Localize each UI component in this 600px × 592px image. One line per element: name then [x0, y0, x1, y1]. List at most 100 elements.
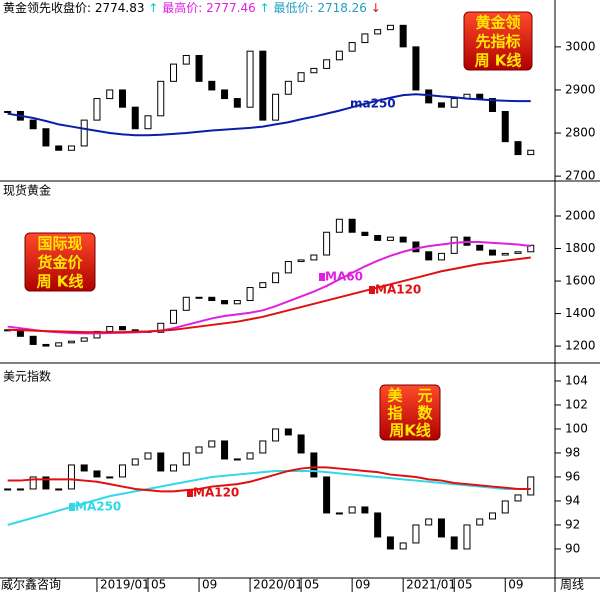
candle: [246, 452, 254, 460]
candle: [348, 218, 356, 233]
legend-swatch: [187, 489, 193, 497]
candle: [157, 80, 165, 117]
candle: [131, 106, 139, 130]
candle: [361, 33, 369, 44]
candle: [399, 542, 407, 550]
candle: [412, 46, 420, 91]
candle: [386, 24, 394, 31]
candle: [310, 452, 318, 478]
candle: [221, 89, 229, 100]
candle: [55, 488, 63, 491]
y-tick-label: 2000: [565, 209, 596, 223]
candle: [144, 452, 152, 460]
candle: [233, 300, 241, 305]
candle: [284, 261, 292, 274]
series-label: MA60: [325, 270, 363, 284]
candle: [272, 93, 280, 121]
label-box-line: 指 数: [387, 404, 433, 422]
x-tick-label: 09: [355, 578, 370, 592]
y-tick-label: 2900: [565, 82, 596, 96]
candle: [374, 29, 382, 35]
label-box-line: 周 K线: [37, 273, 84, 291]
candle: [170, 63, 178, 82]
candle: [272, 428, 280, 442]
legend-swatch: [69, 503, 75, 511]
label-box-line: 周K线: [389, 422, 431, 440]
panel-title: 现货黄金: [3, 183, 51, 198]
candle: [195, 296, 203, 299]
legend-swatch: [319, 273, 325, 281]
label-box-bg: [24, 232, 96, 292]
candle: [488, 512, 496, 520]
x-tick-label: 05: [304, 578, 319, 592]
series-label: MA120: [375, 283, 421, 297]
candle: [425, 251, 433, 261]
moving-average: [7, 241, 531, 335]
candle: [284, 80, 292, 95]
x-tick-label: 05: [151, 578, 166, 592]
candle: [374, 235, 382, 241]
candle: [182, 296, 190, 311]
candle: [412, 241, 420, 253]
candle: [437, 102, 445, 108]
series-label: MA250: [75, 500, 121, 514]
candle: [16, 488, 24, 491]
moving-average: [7, 256, 531, 334]
candle: [118, 89, 126, 108]
candle: [425, 89, 433, 104]
candle: [67, 145, 75, 151]
low-label: 最低价:: [273, 1, 313, 15]
panel-title: 美元指数: [3, 369, 51, 384]
candle: [67, 464, 75, 490]
y-tick-label: 2700: [565, 169, 596, 183]
high-arrow: ↑: [260, 1, 270, 15]
candle: [80, 337, 88, 342]
series-label: ma250: [350, 97, 396, 111]
candle: [527, 149, 535, 156]
candle: [335, 512, 343, 515]
candle: [386, 236, 394, 241]
candle: [29, 119, 37, 130]
candle: [450, 236, 458, 254]
candle: [55, 145, 63, 151]
label-box-line: 货金价: [37, 254, 83, 272]
x-tick-label: 2019/01: [100, 578, 150, 592]
candle: [157, 322, 165, 333]
moving-average: [7, 466, 531, 493]
y-tick-label: 3000: [565, 39, 596, 53]
candle: [144, 115, 152, 130]
low-arrow: ↓: [371, 1, 381, 15]
candle: [348, 506, 356, 514]
candle: [42, 476, 50, 490]
candle: [106, 476, 114, 479]
y-tick-label: 98: [565, 445, 580, 459]
candle: [246, 287, 254, 302]
candle: [348, 42, 356, 52]
candle: [106, 326, 114, 332]
candle: [246, 50, 254, 108]
candle: [118, 326, 126, 331]
candle: [323, 231, 331, 256]
candle: [29, 335, 37, 345]
close-value: 2774.83: [95, 1, 145, 15]
label-box-line: 周 K线: [475, 52, 522, 70]
candle: [157, 452, 165, 472]
x-tick-label: 2020/01: [253, 578, 303, 592]
candle: [437, 518, 445, 538]
candle: [272, 272, 280, 284]
x-tick-label: 2021/01: [406, 578, 456, 592]
candle: [501, 252, 509, 256]
candle: [450, 536, 458, 550]
period-label: 周线: [560, 578, 584, 592]
y-tick-label: 96: [565, 469, 580, 483]
candle: [118, 464, 126, 478]
candle: [208, 80, 216, 91]
candle: [476, 518, 484, 526]
candle: [80, 464, 88, 472]
candle: [4, 488, 12, 491]
candle: [323, 59, 331, 69]
y-tick-label: 92: [565, 517, 580, 531]
y-tick-label: 100: [565, 421, 588, 435]
candle: [221, 300, 229, 305]
candle: [437, 252, 445, 261]
